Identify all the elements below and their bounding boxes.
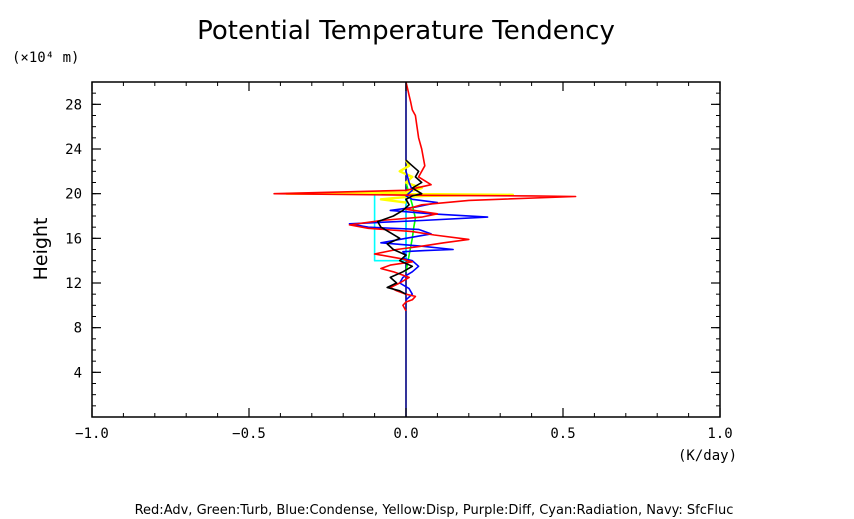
axes-layer: −1.0 −0.5 0.0 0.5 1.0 4 8 12 16 20 24 28	[65, 81, 733, 442]
chart-title: Potential Temperature Tendency	[197, 16, 615, 46]
series-line-5	[273, 81, 577, 312]
y-tick-label: 28	[65, 97, 82, 113]
legend-caption: Red:Adv, Green:Turb, Blue:Condense, Yell…	[135, 503, 734, 518]
x-tick-label: 1.0	[707, 426, 732, 442]
y-tick-label: 4	[74, 365, 82, 381]
series-line-6	[376, 159, 423, 295]
y-tick-label: 20	[65, 187, 82, 203]
x-tick-label: −1.0	[75, 426, 109, 442]
y-axis-label: Height	[30, 218, 52, 281]
x-tick-label: 0.5	[550, 426, 575, 442]
y-tick-label: 12	[65, 276, 82, 292]
y-unit-label: (×10⁴ m)	[12, 50, 79, 66]
x-unit-label: (K/day)	[678, 448, 737, 464]
y-tick-label: 8	[74, 321, 82, 337]
x-tick-label: −0.5	[232, 426, 266, 442]
y-tick-label: 16	[65, 231, 82, 247]
y-tick-label: 24	[65, 142, 82, 158]
x-tick-label: 0.0	[393, 426, 418, 442]
series-layer	[273, 81, 577, 417]
